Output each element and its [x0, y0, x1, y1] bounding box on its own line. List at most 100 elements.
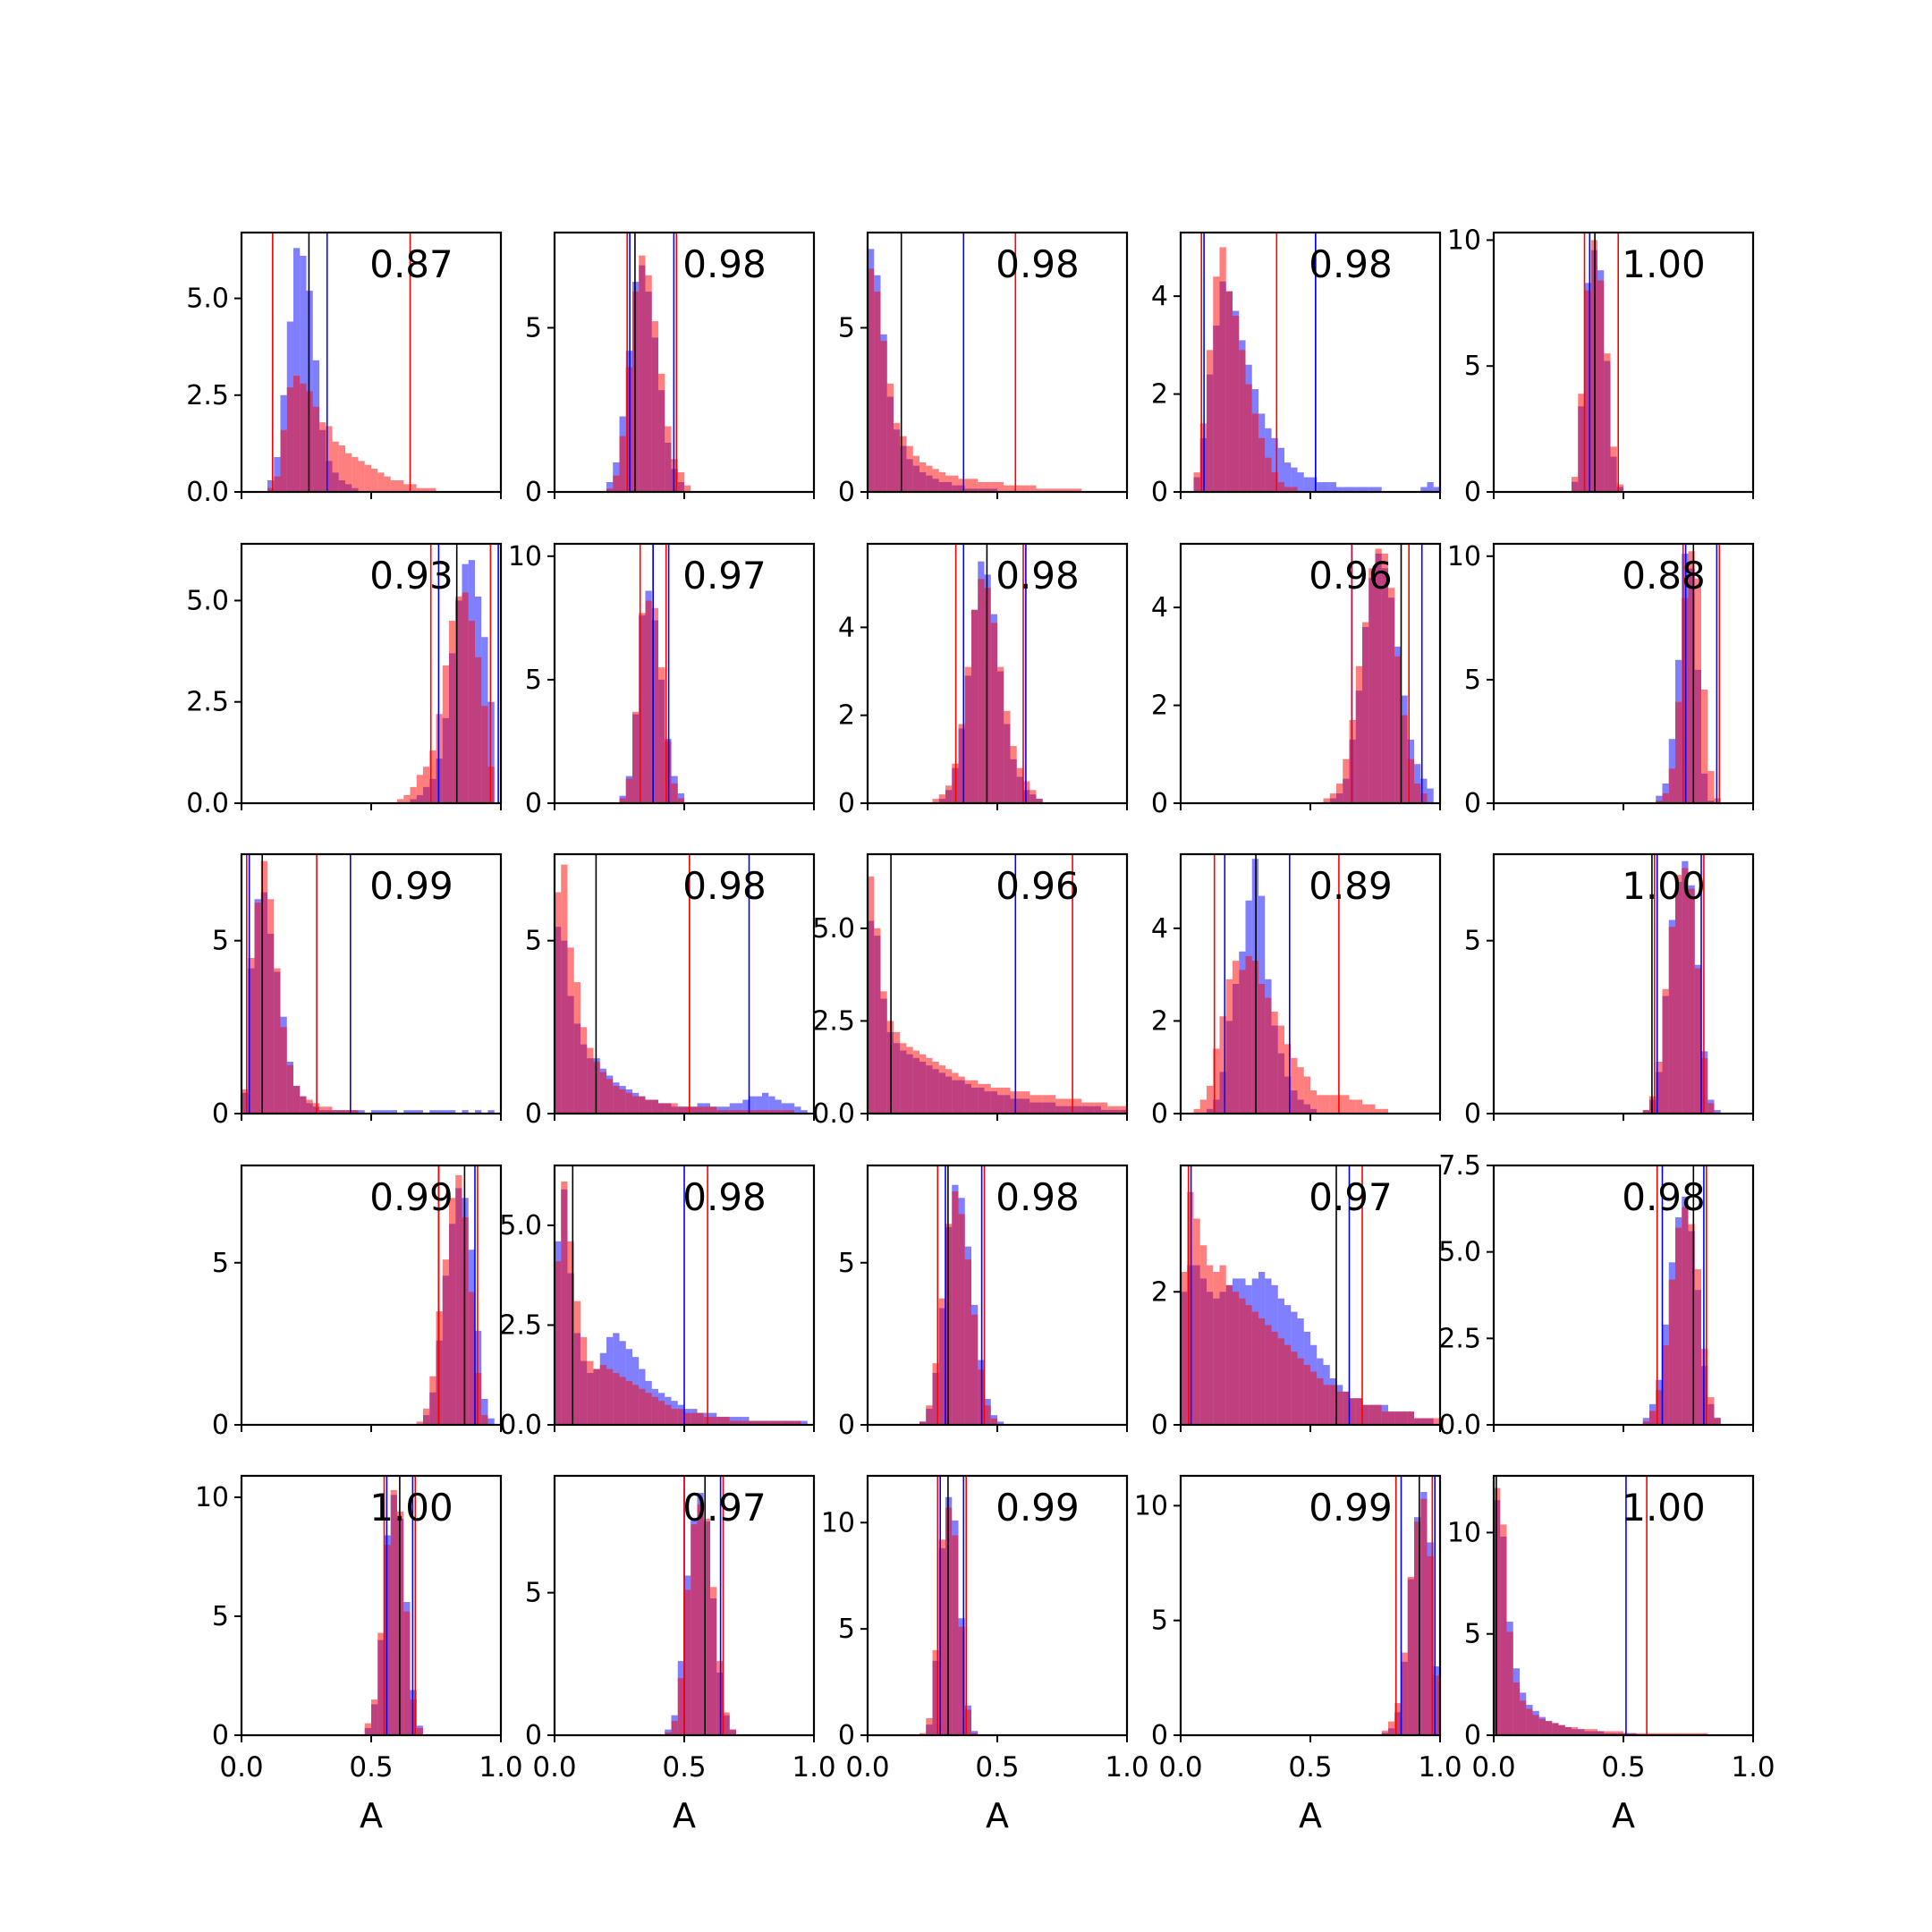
red-hist-bar	[397, 480, 404, 492]
blue-hist-bar	[794, 1106, 801, 1114]
red-hist-bar	[697, 1106, 704, 1114]
red-hist-bar	[1023, 1091, 1030, 1114]
red-hist-bar	[658, 1103, 665, 1114]
red-hist-bar	[1062, 1098, 1069, 1114]
red-hist-bar	[1675, 1227, 1682, 1425]
red-hist-bar	[1239, 970, 1246, 1114]
panel-correlation-label: 0.96	[1309, 554, 1393, 597]
y-tick-label: 0	[1464, 788, 1481, 819]
red-hist-bar	[254, 902, 261, 1114]
red-hist-bar	[1381, 553, 1388, 803]
x-tick-label: 0.0	[1471, 1751, 1515, 1784]
red-hist-bar	[710, 1417, 717, 1425]
red-hist-bar	[1682, 868, 1689, 1114]
red-hist-bar	[1016, 1091, 1023, 1114]
red-hist-bar	[1707, 1103, 1715, 1114]
y-tick-label: 0	[1151, 477, 1168, 508]
red-hist-bar	[978, 1083, 985, 1114]
y-tick-label: 5	[1464, 926, 1481, 957]
red-hist-bar	[651, 321, 658, 492]
red-hist-bar	[775, 1420, 782, 1425]
y-tick-label: 5	[1464, 351, 1481, 382]
blue-hist-bar	[1343, 487, 1350, 492]
red-hist-bar	[1030, 1095, 1037, 1114]
red-hist-bar	[1213, 1271, 1220, 1425]
red-hist-bar	[874, 928, 881, 1114]
blue-hist-bar	[1329, 482, 1336, 492]
red-hist-bar	[1062, 488, 1069, 492]
blue-hist-bar	[442, 1110, 449, 1114]
blue-hist-bar	[1656, 795, 1663, 803]
red-hist-bar	[775, 1110, 782, 1114]
panel-correlation-label: 0.97	[682, 1486, 767, 1530]
red-hist-bar	[1513, 1682, 1520, 1735]
panel-correlation-label: 0.99	[1309, 1486, 1393, 1530]
red-hist-bar	[1081, 1102, 1089, 1114]
x-tick-label: 1.0	[1105, 1751, 1148, 1784]
panel-correlation-label: 1.00	[369, 1486, 453, 1530]
red-hist-bar	[945, 1069, 953, 1114]
red-hist-bar	[1649, 1411, 1657, 1425]
red-hist-bar	[1662, 792, 1669, 803]
y-tick-label: 5	[212, 926, 229, 957]
red-hist-bar	[1329, 1095, 1336, 1114]
y-tick-label: 7.5	[1438, 1150, 1481, 1182]
y-tick-label: 4	[1151, 592, 1168, 623]
red-hist-bar	[1362, 1404, 1369, 1425]
red-hist-bar	[1368, 1104, 1376, 1114]
panel-1-3: 050.98	[838, 231, 1129, 508]
red-hist-bar	[677, 798, 684, 803]
red-hist-bar	[1010, 485, 1017, 492]
y-tick-label: 0.0	[1438, 1410, 1481, 1441]
red-hist-bar	[671, 1721, 678, 1735]
y-tick-label: 4	[1151, 913, 1168, 945]
blue-hist-bar	[1271, 437, 1278, 492]
red-hist-bar	[1532, 1715, 1539, 1735]
blue-hist-bar	[729, 1103, 736, 1114]
red-hist-bar	[455, 1174, 462, 1426]
panel-correlation-label: 1.00	[1622, 864, 1706, 908]
blue-hist-bar	[1427, 482, 1434, 492]
red-hist-bar	[952, 1191, 959, 1425]
red-hist-bar	[1552, 1723, 1559, 1735]
red-hist-bar	[1381, 1730, 1388, 1735]
red-hist-bar	[300, 1096, 307, 1114]
red-hist-bar	[665, 1404, 672, 1425]
red-hist-bar	[900, 436, 907, 492]
y-tick-label: 2.5	[186, 380, 229, 411]
y-tick-label: 5	[1464, 665, 1481, 696]
red-hist-bar	[429, 1376, 436, 1426]
panel-correlation-label: 0.98	[996, 554, 1080, 597]
red-hist-bar	[703, 1106, 710, 1114]
blue-hist-bar	[358, 1110, 365, 1114]
red-hist-bar	[1694, 968, 1701, 1114]
red-hist-bar	[619, 436, 626, 492]
panel-correlation-label: 0.98	[996, 242, 1080, 286]
red-hist-bar	[561, 864, 568, 1114]
red-hist-bar	[1433, 1675, 1440, 1735]
red-hist-bar	[442, 1259, 449, 1426]
blue-hist-bar	[1420, 487, 1428, 492]
blue-hist-bar	[1284, 462, 1292, 492]
red-hist-bar	[1707, 1397, 1715, 1425]
red-hist-bar	[932, 1363, 939, 1426]
panel-2-1: 0.0 2.5 5.0 0.93	[186, 542, 503, 819]
red-hist-bar	[345, 1110, 352, 1114]
red-hist-bar	[1584, 290, 1591, 492]
blue-hist-bar	[742, 1099, 750, 1114]
red-hist-bar	[1343, 1095, 1350, 1114]
red-hist-bar	[1427, 1418, 1434, 1425]
red-hist-bar	[1213, 1048, 1220, 1114]
y-tick-label: 0	[838, 788, 855, 819]
red-hist-bar	[606, 1368, 614, 1425]
y-tick-label: 5	[212, 1601, 229, 1632]
blue-hist-bar	[736, 1103, 743, 1114]
red-hist-bar	[1284, 1044, 1292, 1114]
red-hist-bar	[416, 1421, 423, 1426]
red-hist-bar	[606, 1079, 614, 1114]
red-hist-bar	[599, 1072, 606, 1114]
y-tick-label: 0	[838, 1410, 855, 1441]
red-hist-bar	[919, 462, 927, 492]
panel-2-5: 0 5 10 0.88	[1447, 541, 1755, 819]
red-hist-bar	[1181, 1271, 1188, 1425]
